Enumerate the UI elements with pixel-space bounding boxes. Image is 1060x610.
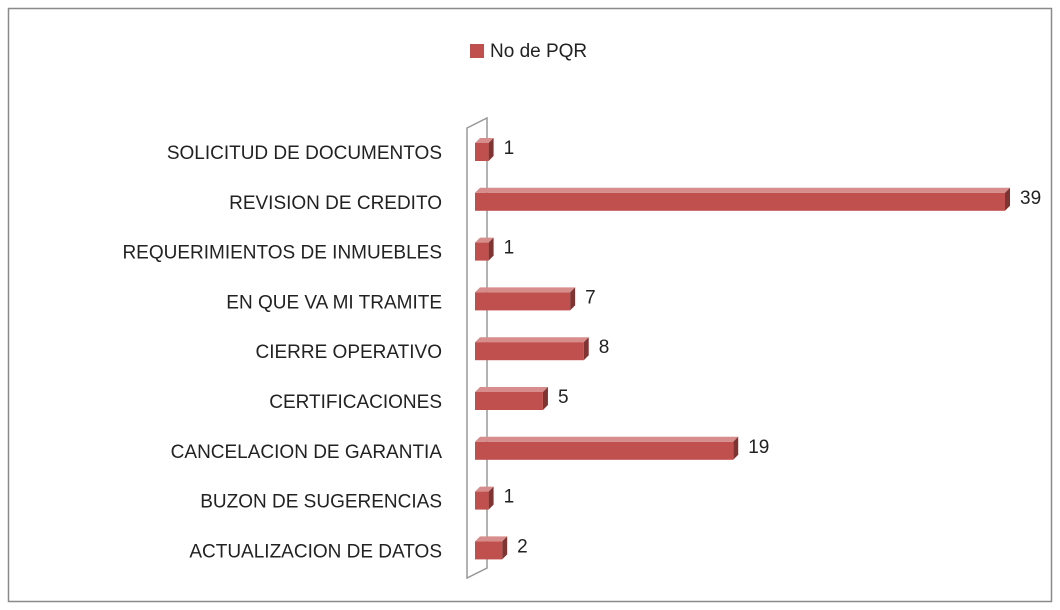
bar-top — [475, 187, 1010, 193]
bar — [475, 138, 494, 161]
bar-front — [475, 242, 489, 261]
bar-side — [583, 337, 589, 361]
y-tick-label: BUZON DE SUGERENCIAS — [200, 492, 442, 513]
data-label: 19 — [748, 437, 769, 458]
legend-label: No de PQR — [490, 41, 587, 62]
bar-front — [475, 192, 1005, 211]
bar-top — [475, 237, 494, 243]
bar — [475, 486, 494, 510]
bar — [475, 337, 589, 361]
y-tick-label: SOLICITUD DE DOCUMENTOS — [167, 143, 442, 164]
y-tick-label: REVISION DE CREDITO — [229, 193, 442, 214]
bar — [475, 536, 508, 560]
bar-side — [570, 287, 576, 311]
legend-swatch — [470, 44, 484, 58]
bar-side — [502, 536, 508, 560]
bar-top — [475, 337, 589, 343]
y-tick-label: CIERRE OPERATIVO — [255, 342, 442, 363]
bar-front — [475, 541, 503, 560]
bar-front — [475, 342, 584, 361]
bar-front — [475, 292, 571, 311]
bar-top — [475, 436, 739, 442]
bar — [475, 287, 576, 311]
data-label: 2 — [517, 536, 528, 557]
data-label: 1 — [504, 138, 515, 159]
data-label: 1 — [504, 487, 515, 508]
bar-side — [488, 237, 494, 261]
bar-top — [475, 138, 494, 143]
data-label: 8 — [599, 337, 610, 358]
data-label: 39 — [1020, 188, 1041, 209]
bar-top — [475, 536, 508, 542]
bar-side — [542, 387, 548, 410]
bar-top — [475, 486, 494, 492]
bar-side — [733, 436, 739, 460]
bar — [475, 187, 1010, 211]
bar-front — [475, 143, 489, 161]
bar-front — [475, 392, 543, 410]
bar-top — [475, 387, 548, 392]
data-label: 5 — [558, 387, 569, 408]
data-label: 7 — [585, 287, 596, 308]
bar-front — [475, 441, 734, 460]
bar-front — [475, 491, 489, 510]
bar-side — [488, 138, 494, 161]
y-tick-label: REQUERIMIENTOS DE INMUEBLES — [122, 243, 442, 264]
bar — [475, 436, 739, 460]
bar-top — [475, 287, 576, 293]
y-tick-label: EN QUE VA MI TRAMITE — [226, 292, 442, 313]
y-tick-label: CANCELACION DE GARANTIA — [171, 442, 443, 463]
bar — [475, 237, 494, 261]
data-label: 1 — [504, 238, 515, 259]
y-tick-label: ACTUALIZACION DE DATOS — [189, 541, 442, 562]
bar-side — [488, 486, 494, 510]
bar-side — [1005, 187, 1010, 211]
y-tick-label: CERTIFICACIONES — [269, 392, 442, 413]
bar — [475, 387, 548, 410]
